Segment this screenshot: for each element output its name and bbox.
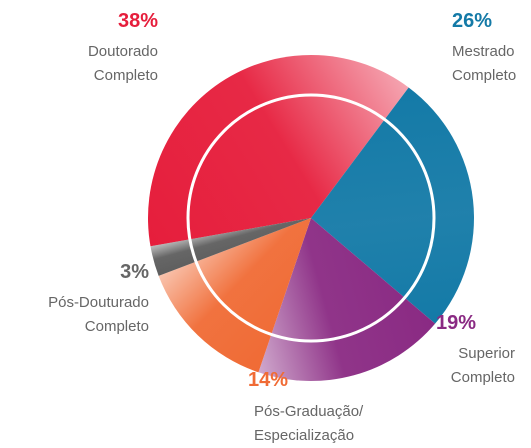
pie-slice [147,55,409,247]
pie-slice [158,218,311,373]
value-label: 38% [117,10,158,32]
pie-slice [150,218,311,276]
ring [186,93,436,343]
category-label: Pós-Graduação/ Especialização [254,403,364,444]
category-label: Pós-Douturado Completo [48,294,149,335]
value-label: 19% [436,312,477,334]
category-label: Doutorado Completo [87,43,158,84]
value-label: 3% [120,261,149,283]
category-label: Superior Completo [450,345,515,386]
value-label: 26% [452,10,493,32]
pie-slice [311,87,474,324]
value-label: 14% [248,369,289,391]
category-label: Mestrado Completo [452,43,517,84]
